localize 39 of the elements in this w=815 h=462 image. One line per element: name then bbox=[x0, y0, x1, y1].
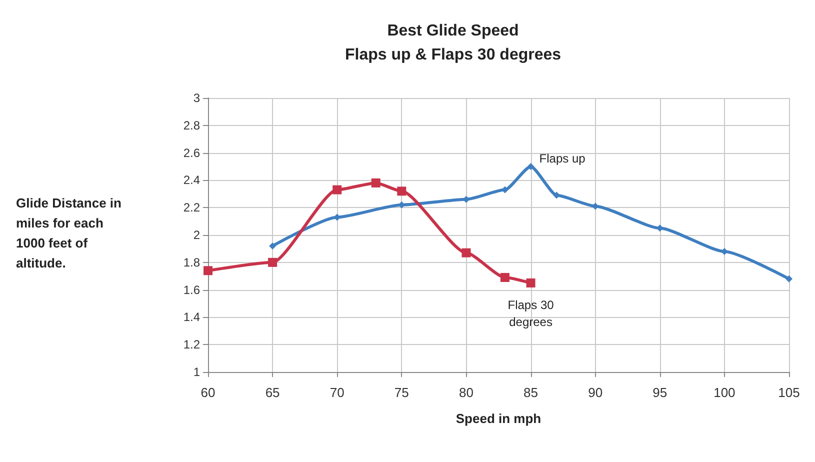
point bbox=[527, 163, 534, 170]
x-tick-label: 105 bbox=[778, 385, 800, 400]
x-tick-label: 90 bbox=[588, 385, 603, 400]
y-tick-label: 1 bbox=[193, 365, 200, 379]
y-tick-label: 1.8 bbox=[183, 255, 200, 270]
x-tick-label: 65 bbox=[265, 385, 280, 400]
y-tick-label: 2 bbox=[193, 228, 200, 242]
x-tick-label: 100 bbox=[714, 385, 736, 400]
point bbox=[204, 266, 212, 276]
point bbox=[462, 248, 471, 258]
point bbox=[786, 275, 792, 282]
point bbox=[332, 185, 342, 194]
x-tick-label: 75 bbox=[394, 385, 409, 400]
y-tick-label: 2.8 bbox=[183, 118, 200, 132]
y-tick-label: 1.4 bbox=[183, 310, 200, 324]
point bbox=[371, 178, 380, 188]
point bbox=[656, 224, 664, 232]
point bbox=[397, 186, 406, 196]
y-axis-title: Glide Distance in miles for each 1000 feet of altitude. bbox=[16, 196, 126, 270]
y-tick-label: 2.2 bbox=[183, 200, 200, 215]
point bbox=[553, 192, 560, 199]
series-label: Flaps up bbox=[539, 152, 586, 166]
x-tick-label: 80 bbox=[458, 385, 474, 400]
y-tick-label: 2.6 bbox=[183, 146, 200, 160]
chart-title: Best Glide Speed Flaps up & Flaps 30 degrees bbox=[344, 22, 562, 64]
x-tick-label: 95 bbox=[652, 385, 668, 400]
series-label: Flaps 30 degrees bbox=[508, 298, 554, 329]
y-tick-label: 2.4 bbox=[183, 173, 200, 188]
x-tick-label: 85 bbox=[524, 385, 538, 400]
y-tick-label: 3 bbox=[193, 91, 200, 105]
y-tick-label: 1.6 bbox=[183, 282, 200, 297]
point bbox=[269, 242, 276, 250]
point bbox=[500, 272, 510, 282]
point bbox=[268, 258, 278, 267]
point bbox=[526, 278, 536, 288]
y-tick-label: 1.2 bbox=[183, 338, 200, 352]
x-tick-label: 70 bbox=[330, 385, 344, 400]
x-tick-label: 60 bbox=[200, 385, 216, 400]
x-axis-title: Speed in mph bbox=[456, 411, 542, 426]
